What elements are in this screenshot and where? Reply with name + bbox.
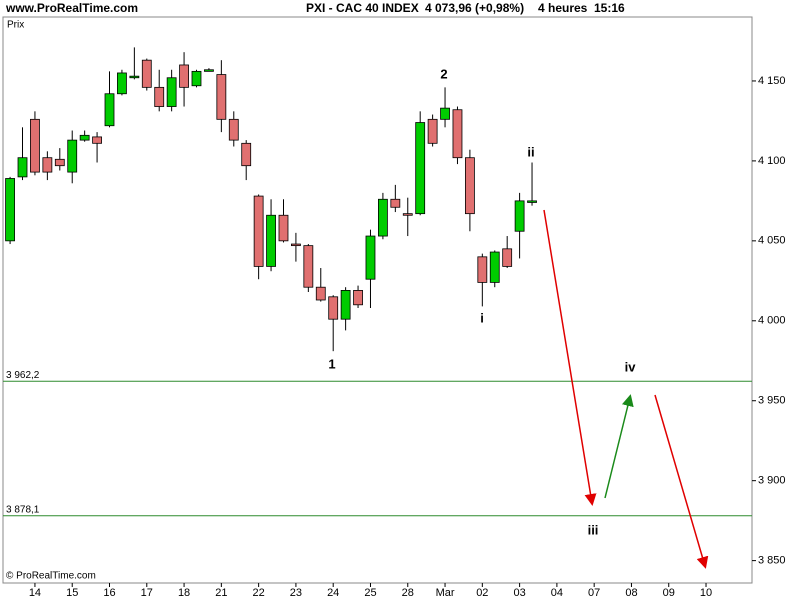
candle-body	[415, 122, 426, 215]
arrow	[543, 209, 597, 506]
annotation: ii	[527, 144, 534, 159]
candle-body	[67, 139, 78, 173]
candle-body	[452, 109, 463, 159]
candle-body	[440, 107, 450, 120]
candle-body	[204, 69, 214, 72]
candle-body	[141, 59, 152, 88]
timeframe: 4 heures	[538, 1, 588, 15]
x-tick-label: Mar	[436, 587, 455, 599]
x-tick-label: 14	[29, 587, 41, 599]
candle-body	[42, 157, 53, 173]
candle-body	[117, 72, 127, 95]
annotation: i	[480, 310, 484, 325]
plot: 3 850 3 900 3 950 4 000 4 050 4 100 4 150 14 15 1…	[3, 47, 786, 599]
x-tick-label: 28	[402, 587, 414, 599]
candle-body	[30, 118, 40, 173]
candle-body	[378, 198, 388, 237]
candle-body	[241, 142, 252, 167]
y-tick-label: 4 100	[758, 155, 786, 167]
candle-body	[17, 157, 28, 178]
candle-body	[129, 75, 140, 79]
x-tick-label: 21	[215, 587, 227, 599]
arrow	[654, 394, 709, 569]
candle-body	[216, 74, 227, 120]
y-axis-label: Prix	[7, 20, 24, 31]
y-tick-label: 4 000	[758, 315, 786, 327]
candle-body	[154, 86, 165, 107]
candle-body	[365, 235, 376, 280]
candle-body	[291, 243, 301, 247]
x-tick-label: 25	[364, 587, 376, 599]
annotation: 1	[328, 356, 335, 371]
candle-body	[166, 77, 177, 107]
x-tick-label: 10	[700, 587, 712, 599]
price: 4 073,96 (+0,98%)	[425, 1, 524, 15]
x-tick-label: 16	[103, 587, 115, 599]
candle-body	[477, 256, 488, 283]
x-tick-label: 03	[513, 587, 525, 599]
x-tick-label: 04	[551, 587, 563, 599]
x-tick-label: 18	[178, 587, 190, 599]
level-label: 3 962,2	[6, 370, 40, 381]
x-tick-label: 22	[253, 587, 265, 599]
y-tick-label: 4 150	[758, 75, 786, 87]
candle-body	[502, 248, 513, 267]
candle-body	[5, 178, 15, 242]
candle-body	[489, 251, 500, 283]
plot-frame	[2, 16, 753, 584]
candle-body	[253, 195, 264, 267]
y-tick-label: 4 050	[758, 235, 786, 247]
candle-body	[514, 200, 525, 232]
candle-body	[527, 200, 537, 203]
candle-body	[278, 214, 289, 242]
x-tick-label: 08	[625, 587, 637, 599]
annotation: iii	[588, 522, 599, 537]
candle-body	[179, 64, 189, 88]
level-label: 3 878,1	[6, 504, 40, 515]
x-tick-label: 09	[663, 587, 675, 599]
candle-body	[54, 158, 65, 167]
candle-body	[92, 136, 102, 144]
candle-body	[104, 93, 115, 127]
x-tick-label: 17	[141, 587, 153, 599]
candle-body	[390, 198, 401, 208]
copyright: © ProRealTime.com	[6, 571, 96, 582]
chart-title: PXI - CAC 40 INDEX	[306, 1, 419, 15]
candle-body	[266, 214, 276, 267]
candle-body	[79, 134, 90, 141]
candle-body	[228, 118, 239, 141]
candle-body	[315, 286, 326, 301]
x-tick-label: 24	[327, 587, 339, 599]
candle-body	[340, 290, 351, 320]
candle-body	[427, 118, 438, 144]
candle-body	[191, 70, 202, 87]
candle-body	[328, 296, 339, 320]
time: 15:16	[594, 1, 625, 15]
annotation: 2	[440, 66, 447, 81]
candle-body	[303, 245, 314, 288]
y-tick-label: 3 850	[758, 555, 786, 567]
candle-body	[402, 213, 413, 216]
y-tick-label: 3 950	[758, 395, 786, 407]
annotation: iv	[625, 359, 637, 374]
x-tick-label: 23	[290, 587, 302, 599]
y-tick-label: 3 900	[758, 475, 786, 487]
site: www.ProRealTime.com	[5, 1, 138, 15]
candle-body	[353, 290, 363, 306]
x-tick-label: 02	[476, 587, 488, 599]
arrow	[604, 394, 634, 499]
x-tick-label: 15	[66, 587, 78, 599]
candle-body	[464, 157, 475, 215]
x-tick-label: 07	[588, 587, 600, 599]
